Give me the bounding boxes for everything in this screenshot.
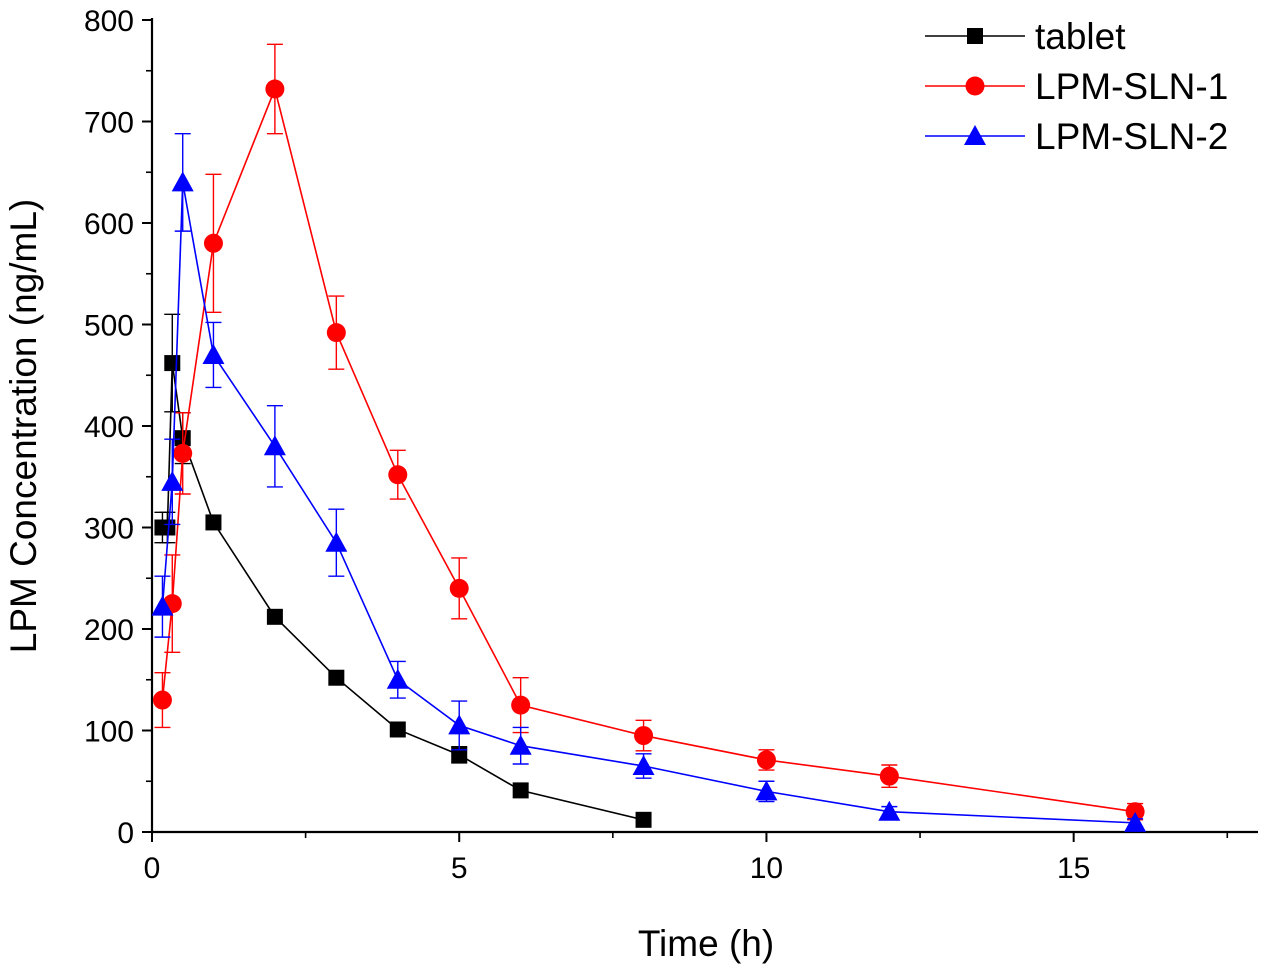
data-point-tablet xyxy=(328,669,345,686)
y-tick-label: 800 xyxy=(84,5,134,38)
y-tick-label: 300 xyxy=(84,513,134,546)
data-point-lpm-sln-2 xyxy=(263,435,286,456)
data-point-lpm-sln-2 xyxy=(448,714,471,735)
series-line-lpm-sln-2 xyxy=(161,182,1136,824)
series-line-lpm-sln-1 xyxy=(161,86,1136,813)
data-point-lpm-sln-1 xyxy=(152,690,172,710)
legend-item-tablet: tablet xyxy=(925,16,1126,57)
series-tablet xyxy=(154,313,652,828)
series-layer xyxy=(151,43,1147,832)
data-point-lpm-sln-1 xyxy=(388,465,408,485)
y-tick-label: 200 xyxy=(84,614,134,647)
y-tick-label: 600 xyxy=(84,208,134,241)
data-point-lpm-sln-2 xyxy=(755,780,778,801)
data-point-lpm-sln-2 xyxy=(509,734,532,755)
legend-item-lpm-sln-2: LPM-SLN-2 xyxy=(925,116,1228,157)
data-point-tablet xyxy=(266,608,283,625)
x-tick-label: 5 xyxy=(451,852,468,885)
data-point-tablet xyxy=(159,519,176,536)
data-point-tablet xyxy=(451,746,468,763)
y-tick-label: 0 xyxy=(117,817,134,850)
data-point-lpm-sln-1 xyxy=(511,695,531,715)
data-point-lpm-sln-1 xyxy=(449,578,469,598)
x-tick-label: 0 xyxy=(144,852,161,885)
legend-label: LPM-SLN-1 xyxy=(1035,66,1228,107)
data-point-tablet xyxy=(389,721,406,738)
data-point-tablet xyxy=(205,514,222,531)
series-lpm-sln-1 xyxy=(152,43,1145,822)
data-point-lpm-sln-1 xyxy=(203,233,223,253)
data-point-lpm-sln-2 xyxy=(202,343,225,364)
data-point-lpm-sln-1 xyxy=(326,323,346,343)
legend-label: LPM-SLN-2 xyxy=(1035,116,1228,157)
data-point-lpm-sln-2 xyxy=(878,800,901,821)
x-tick-label: 10 xyxy=(750,852,783,885)
x-tick-label: 15 xyxy=(1057,852,1090,885)
series-line-tablet xyxy=(162,362,644,821)
y-tick-label: 400 xyxy=(84,411,134,444)
data-point-lpm-sln-2 xyxy=(386,668,409,689)
data-point-lpm-sln-2 xyxy=(161,470,184,491)
y-tick-label: 700 xyxy=(84,107,134,140)
y-axis-title: LPM Concentration (ng/mL) xyxy=(3,199,44,653)
data-point-lpm-sln-1 xyxy=(634,726,654,746)
data-point-tablet xyxy=(164,355,181,372)
data-point-lpm-sln-1 xyxy=(1125,802,1145,822)
data-point-lpm-sln-2 xyxy=(151,595,174,616)
data-point-lpm-sln-1 xyxy=(173,443,193,463)
legend-marker-lpm-sln-2 xyxy=(964,125,986,145)
axes: 0 5 10 15 0 100 200 300 400 500 600 700 800 xyxy=(84,5,1258,885)
series-lpm-sln-2 xyxy=(151,132,1147,832)
y-tick-label: 100 xyxy=(84,716,134,749)
data-point-lpm-sln-2 xyxy=(325,531,348,552)
legend-label: tablet xyxy=(1035,16,1126,57)
data-point-lpm-sln-2 xyxy=(1124,811,1147,832)
y-tick-label: 500 xyxy=(84,310,134,343)
data-point-lpm-sln-2 xyxy=(171,171,194,192)
data-point-lpm-sln-1 xyxy=(756,750,776,770)
x-axis-title: Time (h) xyxy=(638,923,774,964)
data-point-tablet xyxy=(635,811,652,828)
data-point-lpm-sln-1 xyxy=(879,766,899,786)
data-point-lpm-sln-1 xyxy=(265,79,285,99)
legend: tablet LPM-SLN-1 LPM-SLN-2 xyxy=(925,16,1228,157)
data-point-tablet xyxy=(512,782,529,799)
legend-marker-tablet xyxy=(967,28,983,44)
data-point-lpm-sln-2 xyxy=(632,755,655,776)
legend-marker-lpm-sln-1 xyxy=(965,76,985,96)
legend-item-lpm-sln-1: LPM-SLN-1 xyxy=(925,66,1228,107)
